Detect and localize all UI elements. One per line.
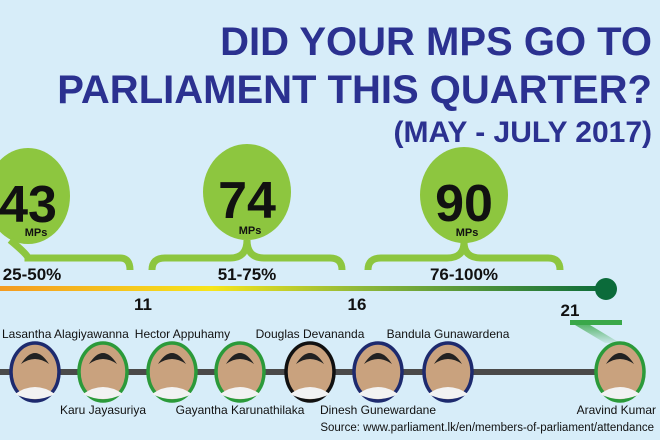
mp-name: Gayantha Karunathilaka: [176, 403, 305, 417]
mp-shirt-icon: [152, 387, 192, 399]
group-unit: MPs: [456, 227, 479, 239]
pointer-bar: [570, 320, 622, 325]
mp-hair-icon: [89, 353, 117, 364]
mp-portraits: [9, 341, 646, 403]
mp-shirt-icon: [290, 387, 330, 399]
mp-name: Dinesh Gunewardane: [320, 403, 436, 417]
group-bubble-2: 74 MPs 51-75%: [148, 144, 346, 284]
mp-hair-icon: [364, 353, 392, 364]
mp-photo: [284, 341, 336, 403]
mp-hair-icon: [606, 353, 634, 364]
mp-shirt-icon: [600, 387, 640, 399]
scale-end-dot: [595, 278, 617, 300]
pointer-beam: [570, 322, 620, 343]
mp-portrait: [422, 341, 474, 403]
title-line-2: PARLIAMENT THIS QUARTER?: [57, 68, 652, 112]
mp-hair-icon: [21, 353, 49, 364]
mp-portrait: [214, 341, 266, 403]
group-count: 90: [435, 175, 493, 233]
mp-portrait: [77, 341, 129, 403]
mp-portrait: [9, 341, 61, 403]
mp-photo: [146, 341, 198, 403]
mp-photo: [352, 341, 404, 403]
mp-shirt-icon: [428, 387, 468, 399]
title-line-1: DID YOUR MPS GO TO: [220, 20, 652, 64]
mp-name: Karu Jayasuriya: [60, 403, 146, 417]
mp-hair-icon: [226, 353, 254, 364]
mp-name: Bandula Gunawardena: [387, 327, 510, 341]
mp-portrait: [594, 341, 646, 403]
scale-tick: 11: [134, 295, 152, 314]
group-range: 51-75%: [218, 265, 277, 284]
mp-hair-icon: [296, 353, 324, 364]
mp-photo: [422, 341, 474, 403]
scale-tick: 16: [348, 295, 367, 314]
mp-hair-icon: [158, 353, 186, 364]
mp-name: Douglas Devananda: [256, 327, 365, 341]
mp-shirt-icon: [83, 387, 123, 399]
mp-portrait: [352, 341, 404, 403]
title-line-3: (MAY - JULY 2017): [393, 116, 652, 149]
group-count: 74: [218, 172, 276, 230]
attendance-scale-bar: [0, 286, 605, 291]
group-range: 25-50%: [3, 265, 62, 284]
mp-portrait: [146, 341, 198, 403]
group-bubble-1: 43 MPs 25-50%: [0, 148, 134, 284]
scale-tick: 21: [561, 301, 580, 320]
mp-photo: [594, 341, 646, 403]
mp-name: Hector Appuhamy: [135, 327, 230, 341]
group-unit: MPs: [25, 227, 48, 239]
group-unit: MPs: [239, 225, 262, 237]
group-range: 76-100%: [430, 265, 498, 284]
mp-photo: [77, 341, 129, 403]
mp-name: Lasantha Alagiyawanna: [2, 327, 129, 341]
mp-photo: [9, 341, 61, 403]
mp-hair-icon: [434, 353, 462, 364]
group-bubble-3: 90 MPs 76-100%: [364, 147, 564, 284]
mp-names: Lasantha Alagiyawanna Karu Jayasuriya Hect…: [2, 327, 656, 417]
mp-photo: [214, 341, 266, 403]
mp-shirt-icon: [358, 387, 398, 399]
group-count: 43: [0, 176, 57, 234]
mp-shirt-icon: [15, 387, 55, 399]
source-credit: Source: www.parliament.lk/en/members-of-…: [320, 422, 654, 434]
mp-portrait: [284, 341, 336, 403]
mp-name: Aravind Kumar: [577, 403, 656, 417]
mp-shirt-icon: [220, 387, 260, 399]
